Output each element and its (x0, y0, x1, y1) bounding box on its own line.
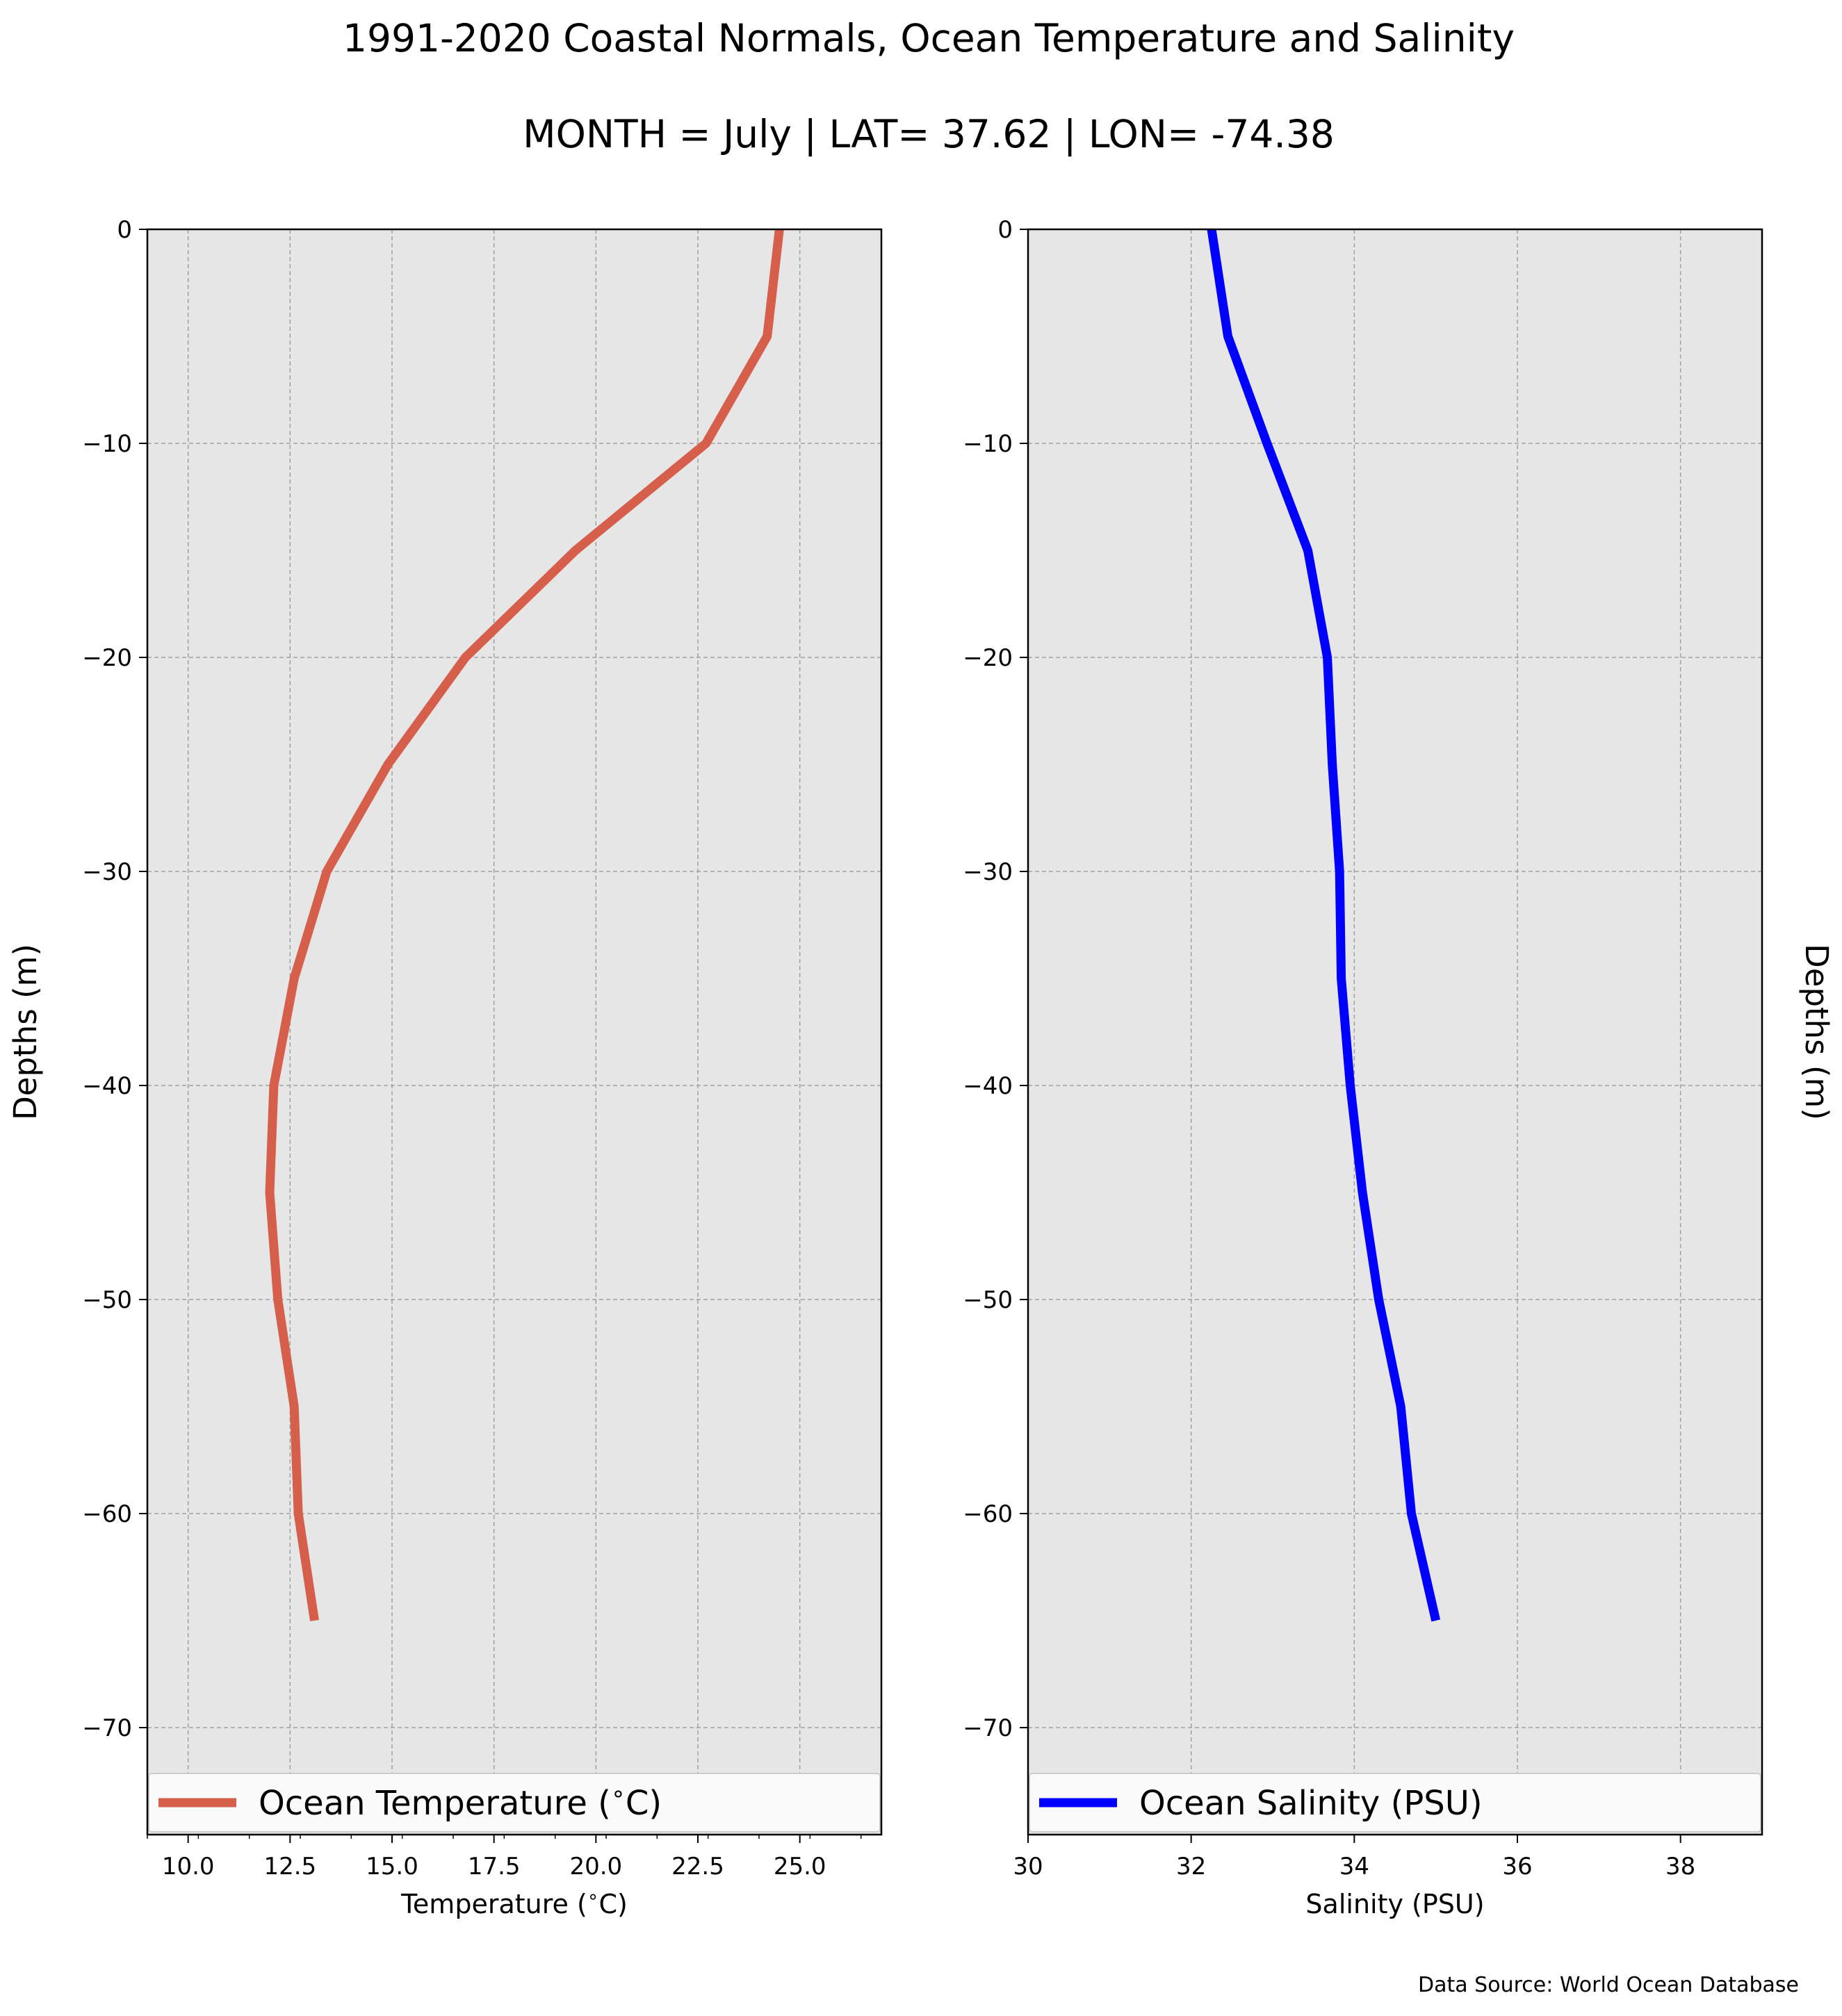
temperature-xtick-label: 25.0 (774, 1853, 826, 1880)
temperature-ytick-label: −10 (82, 430, 132, 458)
salinity-xtick-label: 34 (1339, 1853, 1369, 1880)
temperature-ytick-label: −60 (82, 1500, 132, 1528)
temperature-ytick-label: −40 (82, 1072, 132, 1100)
salinity-plot-area (1028, 229, 1762, 1835)
salinity-ytick-label: −40 (963, 1072, 1013, 1100)
salinity-profile-line (1207, 229, 1441, 1622)
temperature-axes-frame (146, 228, 883, 1836)
salinity-ytick-label: −60 (963, 1500, 1013, 1528)
salinity-xtick-label: 38 (1665, 1853, 1695, 1880)
salinity-xtick-label: 36 (1502, 1853, 1532, 1880)
salinity-ytick-label: −30 (963, 858, 1013, 886)
temperature-xtick-label: 17.5 (468, 1853, 521, 1880)
temperature-legend-box (148, 1773, 881, 1833)
salinity-ytick-label: −20 (963, 644, 1013, 672)
temperature-ytick-label: 0 (117, 216, 132, 244)
temperature-panel: Ocean Temperature (∘C) 10.0 12.5 15.0 17.5 20… (7, 216, 883, 1920)
salinity-y-axis-label: Depths (m) (1798, 944, 1835, 1120)
temperature-profile-line (265, 229, 784, 1621)
salinity-ytick-label: 0 (997, 216, 1013, 244)
salinity-x-axis-label: Salinity (PSU) (1305, 1889, 1484, 1919)
temperature-ytick-label: −70 (82, 1714, 132, 1742)
temperature-xtick-label: 22.5 (671, 1853, 724, 1880)
salinity-ytick-label: −10 (963, 430, 1013, 458)
data-source-note: Data Source: World Ocean Database (1418, 1973, 1799, 1997)
salinity-ytick-label: −50 (963, 1286, 1013, 1314)
temperature-ytick-label: −20 (82, 644, 132, 672)
temperature-y-axis-label: Depths (m) (7, 944, 44, 1120)
temperature-ytick-label: −50 (82, 1286, 132, 1314)
temperature-xtick-label: 12.5 (263, 1853, 316, 1880)
temperature-legend-label: Ocean Temperature (∘C) (259, 1780, 662, 1824)
salinity-axes-frame (1027, 228, 1763, 1836)
temperature-xtick-label: 15.0 (366, 1853, 418, 1880)
salinity-legend-box (1029, 1773, 1761, 1833)
chart-title: 1991-2020 Coastal Normals, Ocean Tempera… (343, 16, 1515, 60)
salinity-xtick-label: 30 (1013, 1853, 1043, 1880)
salinity-xtick-label: 32 (1176, 1853, 1206, 1880)
temperature-plot-area (147, 229, 881, 1835)
temperature-xtick-label: 20.0 (569, 1853, 622, 1880)
temperature-x-axis-label: Temperature (∘C) (400, 1886, 628, 1920)
temperature-xtick-label: 10.0 (162, 1853, 215, 1880)
salinity-ytick-label: −70 (963, 1714, 1013, 1742)
salinity-legend-label: Ocean Salinity (PSU) (1139, 1784, 1483, 1823)
temperature-ytick-label: −30 (82, 858, 132, 886)
salinity-panel: Ocean Salinity (PSU) 30 32 34 36 38 0 −10 −20 −30… (963, 216, 1835, 1919)
chart-subtitle: MONTH = July | LAT= 37.62 | LON= -74.38 (523, 112, 1335, 157)
